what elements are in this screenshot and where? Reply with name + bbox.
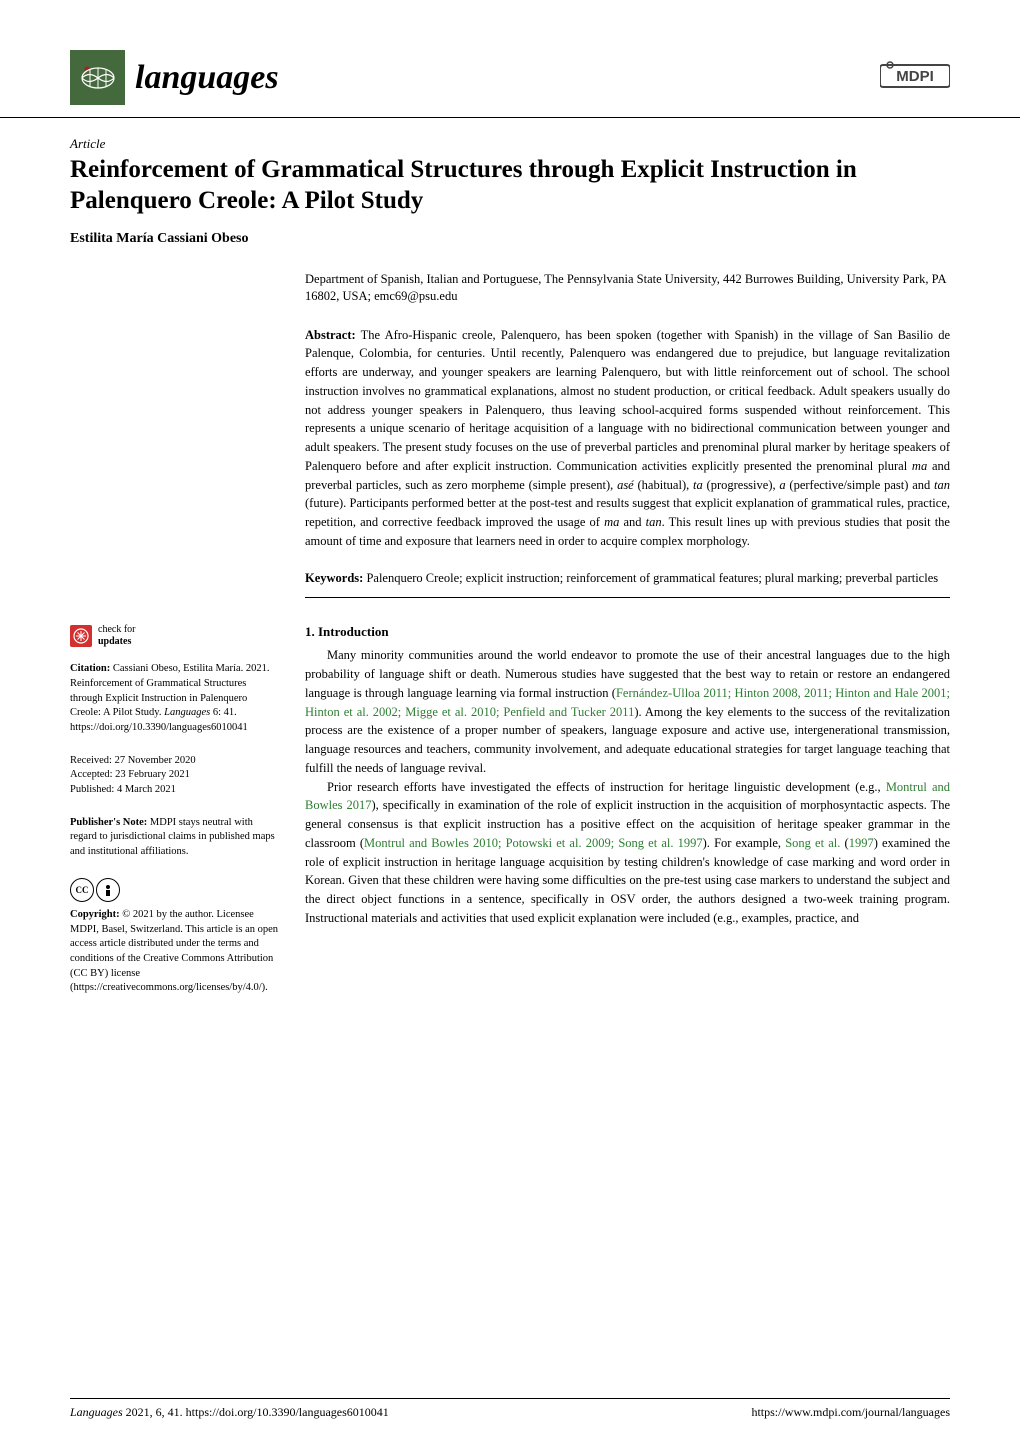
body-column: 1. Introduction Many minority communitie… xyxy=(305,624,950,1014)
keywords-label: Keywords: xyxy=(305,571,363,585)
footer-journal: Languages xyxy=(70,1405,123,1419)
crossmark-icon xyxy=(70,625,92,647)
abstract-ital-3: ta xyxy=(693,478,703,492)
page-header: languages MDPI xyxy=(0,0,1020,118)
published-date: Published: 4 March 2021 xyxy=(70,783,280,798)
p2-ref4[interactable]: 1997 xyxy=(849,836,874,850)
p2-text-d: ( xyxy=(840,836,848,850)
keywords-text: Palenquero Creole; explicit instruction;… xyxy=(363,571,938,585)
journal-icon xyxy=(70,50,125,105)
divider xyxy=(305,597,950,598)
paragraph-2: Prior research efforts have investigated… xyxy=(305,778,950,928)
paragraph-1: Many minority communities around the wor… xyxy=(305,646,950,777)
abstract-text-4: (progressive), xyxy=(703,478,780,492)
abstract-text-1: The Afro-Hispanic creole, Palenquero, ha… xyxy=(305,328,950,473)
two-column-area: check for updates Citation: Cassiani Obe… xyxy=(70,624,950,1014)
check-updates-text: check for updates xyxy=(98,624,135,648)
page-footer: Languages 2021, 6, 41. https://doi.org/1… xyxy=(70,1398,950,1420)
footer-right[interactable]: https://www.mdpi.com/journal/languages xyxy=(751,1405,950,1420)
article-author: Estilita María Cassiani Obeso xyxy=(70,231,950,247)
check-line1: check for xyxy=(98,624,135,636)
p2-text-c: ). For example, xyxy=(703,836,786,850)
copyright-label: Copyright: xyxy=(70,909,120,920)
received-date: Received: 27 November 2020 xyxy=(70,754,280,769)
page-content: Article Reinforcement of Grammatical Str… xyxy=(0,136,1020,1014)
abstract-ital-1: ma xyxy=(912,459,927,473)
dates-block: Received: 27 November 2020 Accepted: 23 … xyxy=(70,754,280,798)
license-block: CC Copyright: © 2021 by the author. Lice… xyxy=(70,878,280,996)
citation-journal: Languages xyxy=(164,707,210,718)
publishers-note-block: Publisher's Note: MDPI stays neutral wit… xyxy=(70,816,280,860)
abstract-ital-6: ma xyxy=(604,515,619,529)
journal-logo: languages xyxy=(70,50,279,105)
footer-left: Languages 2021, 6, 41. https://doi.org/1… xyxy=(70,1405,389,1420)
citation-block: Citation: Cassiani Obeso, Estilita María… xyxy=(70,662,280,735)
svg-text:MDPI: MDPI xyxy=(896,68,934,85)
p2-ref3[interactable]: Song et al. xyxy=(785,836,840,850)
article-type: Article xyxy=(70,136,950,152)
cc-icon: CC xyxy=(70,878,94,902)
accepted-date: Accepted: 23 February 2021 xyxy=(70,768,280,783)
check-updates[interactable]: check for updates xyxy=(70,624,280,648)
publishers-note-label: Publisher's Note: xyxy=(70,817,147,828)
footer-left-rest: 2021, 6, 41. https://doi.org/10.3390/lan… xyxy=(126,1405,389,1419)
citation-label: Citation: xyxy=(70,663,110,674)
journal-name: languages xyxy=(135,59,279,97)
cc-badges: CC xyxy=(70,878,280,902)
affiliation: Department of Spanish, Italian and Portu… xyxy=(305,271,950,306)
publisher-logo: MDPI xyxy=(880,59,950,96)
abstract-text-3: (habitual), xyxy=(634,478,693,492)
check-line2: updates xyxy=(98,636,135,648)
abstract-text-5: (perfective/simple past) and xyxy=(786,478,934,492)
main-column: Article Reinforcement of Grammatical Str… xyxy=(70,136,950,1014)
sidebar: check for updates Citation: Cassiani Obe… xyxy=(70,624,280,1014)
abstract-block: Abstract: The Afro-Hispanic creole, Pale… xyxy=(305,326,950,551)
section-title: 1. Introduction xyxy=(305,624,950,640)
abstract-text-7: and xyxy=(619,515,645,529)
abstract-label: Abstract: xyxy=(305,328,356,342)
abstract-ital-7: tan xyxy=(646,515,662,529)
copyright-text: © 2021 by the author. Licensee MDPI, Bas… xyxy=(70,909,278,993)
p2-ref2[interactable]: Montrul and Bowles 2010; Potowski et al.… xyxy=(364,836,703,850)
abstract-ital-2: asé xyxy=(617,478,634,492)
keywords-block: Keywords: Palenquero Creole; explicit in… xyxy=(305,569,950,588)
p2-text-a: Prior research efforts have investigated… xyxy=(327,780,886,794)
abstract-ital-5: tan xyxy=(934,478,950,492)
article-title: Reinforcement of Grammatical Structures … xyxy=(70,154,950,217)
by-icon xyxy=(96,878,120,902)
